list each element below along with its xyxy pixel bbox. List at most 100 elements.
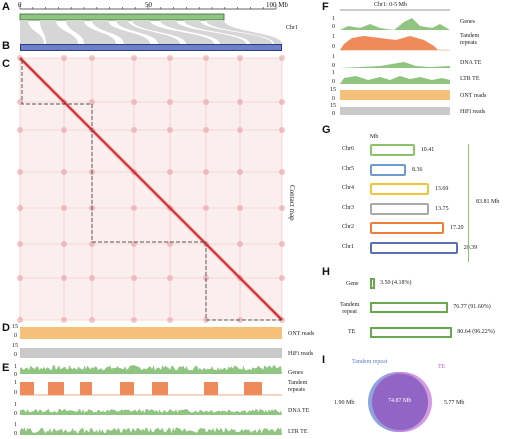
g-chr-name: Chr5	[342, 165, 354, 172]
heatmap-hotspot	[131, 127, 137, 133]
panel-label-f: F	[322, 1, 329, 13]
g-chr-bar	[370, 144, 415, 156]
synteny-link	[206, 20, 282, 44]
g-chr-name: Chr2	[342, 224, 354, 230]
f-ltr-scale-top: 1	[332, 70, 335, 76]
h-gene-bar	[370, 278, 375, 289]
heatmap-hotspot	[167, 55, 173, 61]
heatmap-hotspot	[279, 55, 285, 61]
g-chr-bar	[370, 183, 429, 195]
f-hifi-label: HiFi reads	[460, 109, 486, 115]
synteny-link	[160, 20, 246, 44]
panel-h: Gene 3.50 (4.18%) Tandem repeat 76.77 (91…	[320, 264, 520, 354]
e-tandem-repeat-block	[80, 382, 92, 395]
panel-c-contact-map	[17, 55, 285, 323]
heatmap-hotspot	[203, 169, 209, 175]
d-hifi-scale-top: 15	[12, 343, 18, 349]
f-tr-label-1: Tandem	[460, 33, 480, 39]
panel-g: Mb Chr6 10.41 Chr5 8.36 Chr4 13.69 Chr3 13.75 Ch…	[320, 124, 520, 264]
h-gene-value: 3.50 (4.18%)	[380, 280, 412, 286]
f-ltr-scale-bottom: 0	[332, 79, 335, 85]
heatmap-hotspot	[17, 169, 23, 175]
panel-a-svg	[19, 4, 282, 44]
venn-overlap-value: 74.87 Mb	[388, 398, 412, 404]
panel-label-e: E	[2, 362, 10, 374]
heatmap-hotspot	[17, 241, 23, 247]
chr1-scaffold-bar	[19, 13, 225, 21]
g-total: 83.81 Mb	[476, 199, 500, 205]
e-tr-scale-top: 1	[14, 380, 17, 386]
f-genes-scale-bottom: 0	[332, 24, 335, 30]
heatmap-hotspot	[89, 99, 95, 105]
heatmap-diagonal	[19, 57, 283, 321]
h-tandem-value: 76.77 (91.60%)	[453, 304, 491, 310]
contact-map-label: Contact map	[288, 185, 296, 221]
f-ont-reads-track	[340, 90, 450, 100]
contact-map-svg	[17, 55, 285, 323]
h-te-bar	[370, 327, 453, 338]
heatmap-hotspot	[89, 55, 95, 61]
e-dna-te-signal	[20, 408, 282, 415]
heatmap-hotspot	[203, 127, 209, 133]
g-chr-bar	[370, 222, 444, 234]
heatmap-hotspot	[61, 275, 67, 281]
d-ont-scale-bottom: 0	[14, 333, 17, 339]
g-chr-value: 13.75	[435, 205, 449, 212]
panel-e: 1 0 Genes 1 0 Tandem repeats 1 0 DNA TE 1…	[0, 362, 320, 439]
e-tandem-repeat-block	[152, 382, 168, 395]
e-genes-signal	[20, 365, 282, 374]
heatmap-hotspot	[237, 127, 243, 133]
f-ont-label: ONT reads	[460, 93, 487, 99]
e-tandem-repeat-block	[20, 382, 34, 395]
heatmap-hotspot	[237, 55, 243, 61]
heatmap-hotspot	[203, 99, 209, 105]
heatmap-hotspot	[167, 99, 173, 105]
h-tandem-label-2: repeat	[342, 309, 357, 315]
e-tr-scale-bottom: 0	[14, 390, 17, 396]
e-ltr-label: LTR TE	[288, 429, 308, 435]
panel-f-svg	[340, 9, 450, 115]
heatmap-hotspot	[237, 99, 243, 105]
e-genes-scale-bottom: 0	[14, 372, 17, 378]
g-chr-value: 20.39	[463, 244, 478, 251]
d-hifi-label: HiFi reads	[288, 351, 314, 357]
h-tandem-label: Tandem repeat	[340, 302, 359, 316]
e-tr-label-1: Tandem	[288, 380, 308, 386]
ont-reads-track	[20, 327, 282, 339]
heatmap-hotspot	[279, 241, 285, 247]
synteny-link	[184, 20, 272, 44]
panel-label-h: H	[322, 266, 330, 278]
heatmap-hotspot	[237, 241, 243, 247]
f-hifi-scale-bottom: 0	[332, 111, 335, 117]
f-tr-label: Tandem repeats	[460, 33, 479, 47]
venn-only-b: 5.77 Mb	[444, 400, 465, 406]
synteny-link	[40, 20, 78, 44]
h-tandem-bar	[370, 302, 449, 313]
chr1-label: Chr1	[286, 25, 298, 31]
e-genes-label: Genes	[288, 370, 303, 376]
heatmap-hotspot	[61, 317, 67, 323]
f-dna-scale-top: 1	[332, 54, 335, 60]
synteny-link	[20, 20, 44, 44]
heatmap-hotspot	[89, 317, 95, 323]
f-tr-scale-bottom: 0	[332, 44, 335, 50]
heatmap-hotspot	[61, 127, 67, 133]
e-ltr-scale-bottom: 0	[14, 431, 17, 437]
panel-label-a: A	[2, 1, 10, 13]
tick-label-0: 0	[18, 1, 22, 9]
f-hifi-reads-track	[340, 107, 450, 115]
heatmap-hotspot	[131, 275, 137, 281]
panel-b-blue-bar	[20, 44, 282, 51]
heatmap-hotspot	[203, 205, 209, 211]
heatmap-hotspot	[237, 205, 243, 211]
heatmap-hotspot	[131, 99, 137, 105]
e-genes-scale-top: 1	[14, 364, 17, 370]
h-tandem-label-1: Tandem	[340, 302, 360, 308]
e-ltr-te-signal	[20, 427, 282, 435]
g-unit: Mb	[370, 134, 379, 140]
heatmap-hotspot	[61, 169, 67, 175]
g-chr-value: 13.69	[434, 186, 449, 192]
g-chr-value: 8.36	[411, 166, 423, 173]
heatmap-hotspot	[89, 275, 95, 281]
